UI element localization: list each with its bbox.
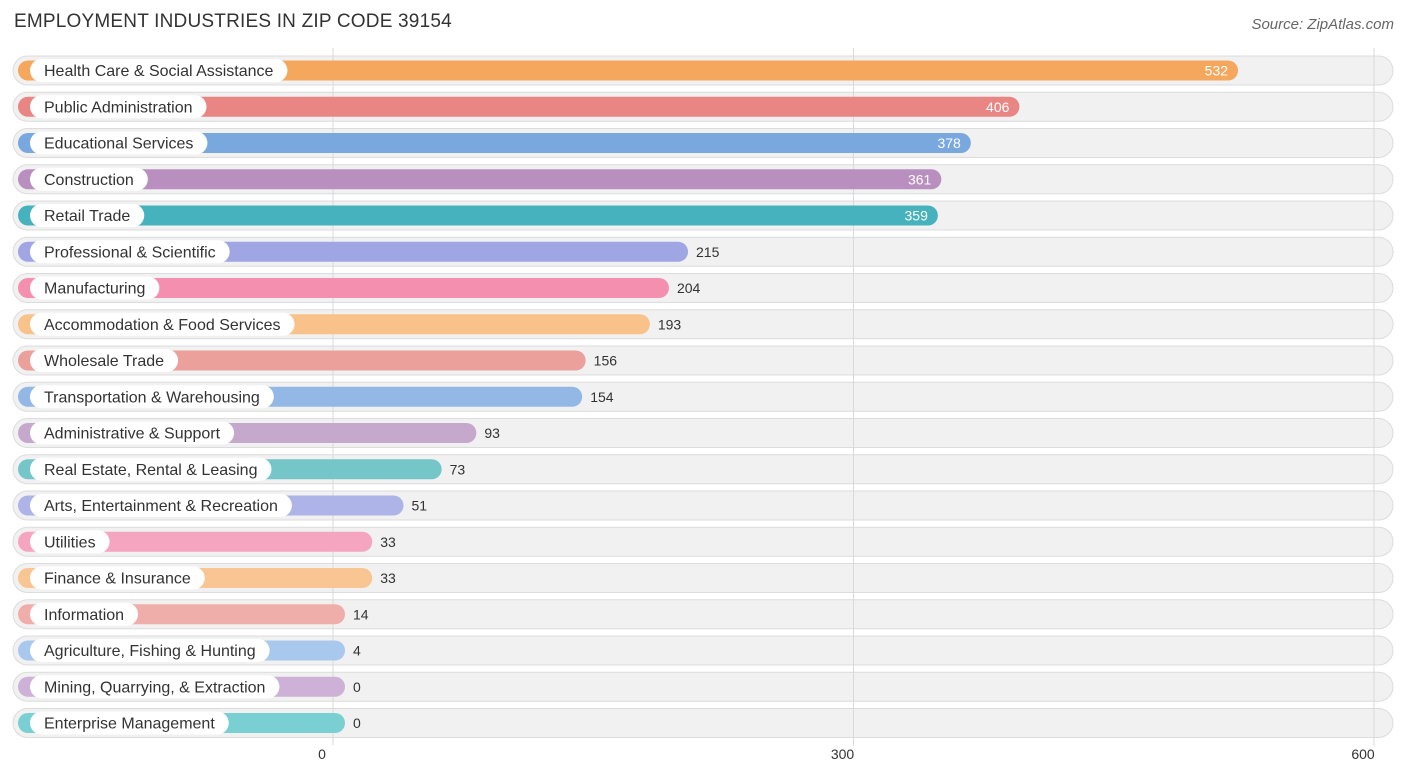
category-label-pill [30,675,280,699]
value-label: 215 [696,244,720,260]
value-label: 532 [1205,63,1229,79]
bar [18,96,1020,117]
category-label-pill [30,530,110,554]
category-label: Finance & Insurance [44,571,191,588]
bar-group: Arts, Entertainment & Recreation 51 [18,494,427,517]
value-label: 0 [353,679,361,695]
value-label: 154 [590,389,614,405]
category-label: Construction [44,172,134,189]
value-label: 0 [353,715,361,731]
value-label: 204 [677,280,701,296]
category-label-pill [30,59,288,82]
category-label: Agriculture, Fishing & Hunting [44,643,256,660]
bar-group: Manufacturing 204 [18,276,701,300]
value-label: 73 [450,461,466,477]
category-label: Educational Services [44,136,193,153]
x-tick-label: 0 [318,746,326,762]
bar [18,205,938,226]
value-label: 193 [658,316,682,332]
category-label-pill [30,421,235,445]
x-tick-label: 600 [1351,746,1375,762]
category-label-pill [30,95,207,119]
bar-group: Wholesale Trade 156 [18,349,617,372]
value-label: 14 [353,606,369,622]
category-label: Real Estate, Rental & Leasing [44,462,257,479]
bar-group: Public Administration 406 [18,95,1020,119]
category-label: Administrative & Support [44,426,221,443]
category-label: Retail Trade [44,208,130,225]
category-label: Arts, Entertainment & Recreation [44,498,278,515]
source-note: Source: ZipAtlas.com [1251,16,1394,33]
category-label-pill [30,276,160,300]
bar-group: Professional & Scientific 215 [18,240,720,264]
bar-group: Mining, Quarrying, & Extraction 0 [18,675,361,699]
bars: Health Care & Social Assistance 532 Public… [18,59,1239,735]
row-background [12,708,1394,738]
row-background [12,635,1394,666]
category-label-pill [30,494,292,517]
category-label-pill [30,385,274,409]
bar-group: Transportation & Warehousing 154 [18,385,614,409]
category-label: Information [44,607,124,624]
category-label-pill [30,131,208,155]
row-background [12,599,1394,630]
value-label: 359 [905,208,929,224]
bar-group: Information 14 [18,602,369,626]
bar [18,169,942,190]
value-label: 361 [908,171,932,187]
category-label: Transportation & Warehousing [44,389,260,406]
value-label: 156 [594,353,618,369]
category-label-pill [30,167,148,191]
value-label: 51 [411,498,427,514]
x-axis-ticks: 0 300 600 [318,746,1375,762]
bar-group: Enterprise Management 0 [18,711,361,735]
value-label: 93 [484,425,500,441]
bar-group: Accommodation & Food Services 193 [18,312,682,336]
bar-group: Educational Services 378 [18,131,971,155]
bar [18,60,1239,81]
x-tick-label: 300 [831,746,855,762]
bar [18,278,669,298]
bar-group: Agriculture, Fishing & Hunting 4 [18,639,361,662]
category-label-pill [30,312,295,336]
category-label: Enterprise Management [44,716,215,733]
category-label: Wholesale Trade [44,353,164,370]
category-label: Health Care & Social Assistance [44,63,274,80]
bar-group: Retail Trade 359 [18,204,938,227]
category-label: Professional & Scientific [44,244,216,261]
category-label: Mining, Quarrying, & Extraction [44,679,265,696]
category-label-pill [30,349,179,372]
value-label: 33 [380,570,396,586]
value-label: 4 [353,643,361,659]
bar-group: Health Care & Social Assistance 532 [18,59,1239,82]
row-background [12,671,1394,702]
bar-group: Utilities 33 [18,530,396,554]
bar-group: Real Estate, Rental & Leasing 73 [18,457,466,481]
category-label-pill [30,240,230,264]
bar-group: Finance & Insurance 33 [18,566,396,590]
category-label-pill [30,566,205,590]
category-label: Accommodation & Food Services [44,317,281,334]
value-label: 33 [380,534,396,550]
bar [18,133,971,153]
category-label-pill [30,457,272,481]
chart-title: EMPLOYMENT INDUSTRIES IN ZIP CODE 39154 [14,11,452,32]
category-label-pill [30,711,229,735]
category-label: Public Administration [44,99,193,116]
bar-group: Construction 361 [18,167,942,191]
bar-group: Administrative & Support 93 [18,421,500,445]
value-label: 406 [986,99,1010,115]
category-label: Manufacturing [44,281,145,298]
category-label-pill [30,639,270,662]
category-label-pill [30,204,145,227]
category-label-pill [30,602,139,626]
value-label: 378 [937,135,961,151]
category-label: Utilities [44,534,96,551]
